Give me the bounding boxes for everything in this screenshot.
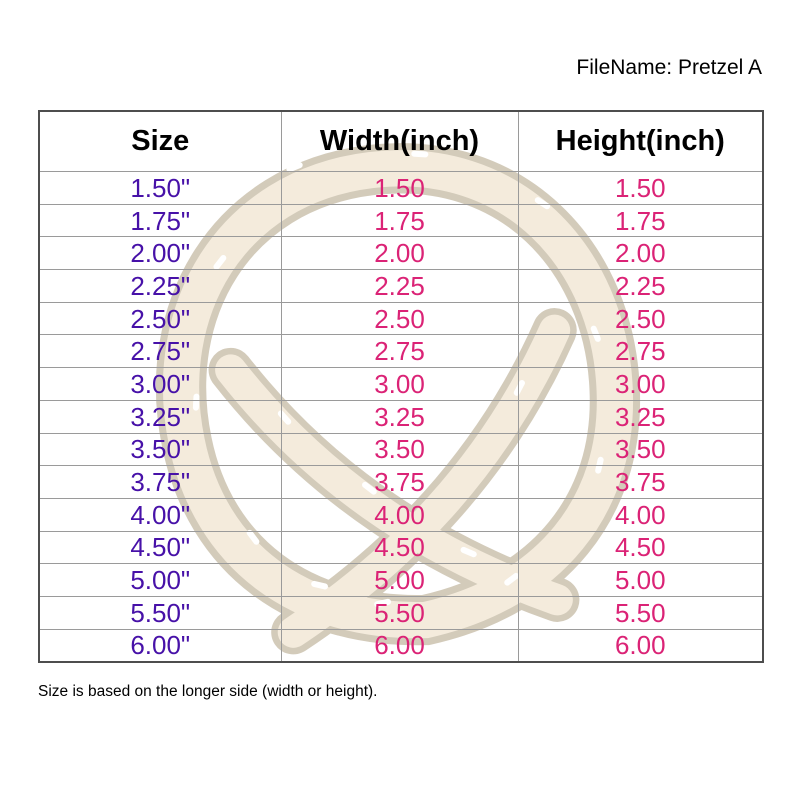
size-table-body: 1.50" 1.50 1.50 1.75" 1.75 1.75 2.00" 2.00 2.00 2… bbox=[38, 171, 764, 663]
width-cell: 1.75 bbox=[280, 203, 519, 238]
size-cell: 2.75" bbox=[38, 334, 282, 369]
width-cell: 1.50 bbox=[280, 171, 519, 205]
width-cell: 3.00 bbox=[280, 367, 519, 401]
height-cell: 2.25 bbox=[517, 269, 764, 303]
size-cell: 3.75" bbox=[38, 465, 282, 499]
table-row: 2.00" 2.00 2.00 bbox=[38, 236, 764, 271]
size-cell: 4.00" bbox=[38, 497, 282, 532]
height-cell: 4.50 bbox=[517, 530, 764, 565]
width-cell: 3.50 bbox=[280, 432, 519, 467]
height-cell: 4.00 bbox=[517, 497, 764, 532]
table-row: 4.50" 4.50 4.50 bbox=[38, 530, 764, 565]
size-cell: 2.25" bbox=[38, 269, 282, 303]
table-row: 1.75" 1.75 1.75 bbox=[38, 203, 764, 238]
width-cell: 2.75 bbox=[280, 334, 519, 369]
column-header-width: Width(inch) bbox=[280, 110, 519, 172]
size-cell: 6.00" bbox=[38, 628, 282, 663]
column-header-size: Size bbox=[38, 110, 282, 172]
height-cell: 6.00 bbox=[517, 628, 764, 663]
height-cell: 3.00 bbox=[517, 367, 764, 401]
size-cell: 3.25" bbox=[38, 399, 282, 434]
table-row: 4.00" 4.00 4.00 bbox=[38, 497, 764, 532]
column-header-height: Height(inch) bbox=[517, 110, 764, 172]
table-row: 6.00" 6.00 6.00 bbox=[38, 628, 764, 663]
width-cell: 2.00 bbox=[280, 236, 519, 271]
size-cell: 3.50" bbox=[38, 432, 282, 467]
table-row: 2.25" 2.25 2.25 bbox=[38, 269, 764, 303]
size-cell: 4.50" bbox=[38, 530, 282, 565]
height-cell: 1.50 bbox=[517, 171, 764, 205]
size-cell: 2.50" bbox=[38, 301, 282, 336]
height-cell: 2.50 bbox=[517, 301, 764, 336]
height-cell: 5.00 bbox=[517, 563, 764, 597]
width-cell: 4.50 bbox=[280, 530, 519, 565]
size-cell: 1.50" bbox=[38, 171, 282, 205]
height-cell: 3.75 bbox=[517, 465, 764, 499]
table-header-row: Size Width(inch) Height(inch) bbox=[38, 110, 764, 172]
size-chart-table: Size Width(inch) Height(inch) 1.50" 1.50 1… bbox=[38, 110, 764, 664]
width-cell: 5.50 bbox=[280, 595, 519, 630]
width-cell: 2.25 bbox=[280, 269, 519, 303]
width-cell: 3.25 bbox=[280, 399, 519, 434]
width-cell: 6.00 bbox=[280, 628, 519, 663]
height-cell: 3.25 bbox=[517, 399, 764, 434]
size-cell: 2.00" bbox=[38, 236, 282, 271]
width-cell: 2.50 bbox=[280, 301, 519, 336]
table-row: 2.50" 2.50 2.50 bbox=[38, 301, 764, 336]
height-cell: 2.00 bbox=[517, 236, 764, 271]
table-row: 3.00" 3.00 3.00 bbox=[38, 367, 764, 401]
height-cell: 1.75 bbox=[517, 203, 764, 238]
filename-label: FileName: Pretzel A bbox=[576, 56, 762, 79]
size-footnote: Size is based on the longer side (width … bbox=[38, 683, 378, 700]
size-cell: 3.00" bbox=[38, 367, 282, 401]
size-chart-table-container: Size Width(inch) Height(inch) 1.50" 1.50 1… bbox=[38, 110, 764, 664]
height-cell: 5.50 bbox=[517, 595, 764, 630]
table-row: 1.50" 1.50 1.50 bbox=[38, 171, 764, 205]
table-row: 3.75" 3.75 3.75 bbox=[38, 465, 764, 499]
table-row: 5.00" 5.00 5.00 bbox=[38, 563, 764, 597]
size-cell: 5.50" bbox=[38, 595, 282, 630]
size-cell: 5.00" bbox=[38, 563, 282, 597]
table-row: 3.50" 3.50 3.50 bbox=[38, 432, 764, 467]
width-cell: 4.00 bbox=[280, 497, 519, 532]
table-row: 3.25" 3.25 3.25 bbox=[38, 399, 764, 434]
table-row: 5.50" 5.50 5.50 bbox=[38, 595, 764, 630]
size-cell: 1.75" bbox=[38, 203, 282, 238]
height-cell: 2.75 bbox=[517, 334, 764, 369]
width-cell: 5.00 bbox=[280, 563, 519, 597]
table-row: 2.75" 2.75 2.75 bbox=[38, 334, 764, 369]
height-cell: 3.50 bbox=[517, 432, 764, 467]
width-cell: 3.75 bbox=[280, 465, 519, 499]
